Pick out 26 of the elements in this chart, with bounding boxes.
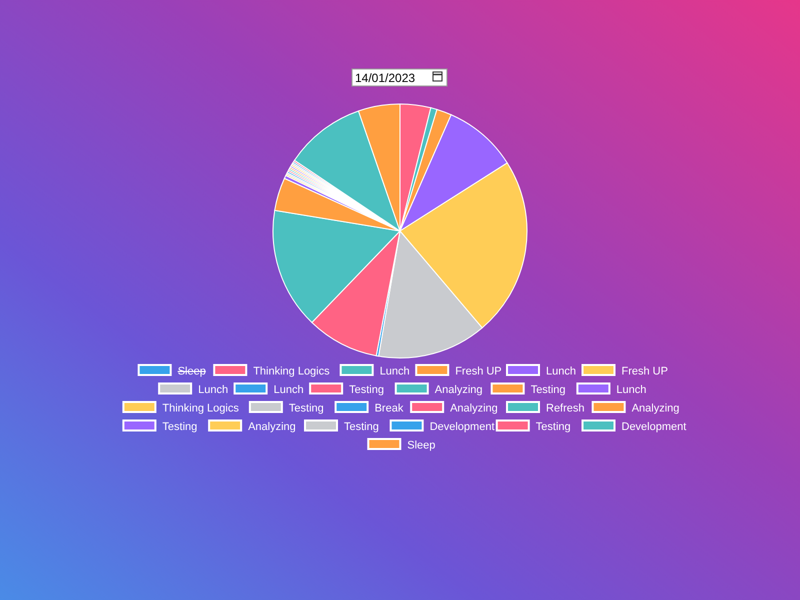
legend-label: Analyzing [434,384,483,396]
legend-label: Lunch [546,366,576,378]
legend-label: Sleep [407,440,436,452]
legend-label: Analyzing [248,421,296,433]
legend-label: Testing [288,402,324,414]
legend-label: Testing [536,421,571,433]
legend-label: Fresh UP [622,366,668,378]
legend-label: Thinking Logics [162,402,240,414]
legend-label: Break [374,402,404,414]
legend-label: Development [430,421,495,433]
legend-label: Lunch [616,384,646,396]
legend-label: Sleep [178,366,206,378]
legend-label: Thinking Logics [253,366,330,378]
legend-label: Testing [162,421,198,433]
legend-label: Testing [344,421,379,433]
legend-label: Lunch [380,366,410,378]
legend-label: Analyzing [632,402,680,414]
legend-label: Testing [349,384,384,396]
legend-label: Lunch [198,384,228,396]
legend-label: Lunch [274,384,304,396]
legend-label: Refresh [546,402,585,414]
legend-label: Fresh UP [455,366,502,378]
legend-label: Testing [530,384,566,396]
legend-label: Development [622,421,686,433]
text: 14/01/2023 [355,71,416,85]
legend-label: Analyzing [450,402,498,414]
